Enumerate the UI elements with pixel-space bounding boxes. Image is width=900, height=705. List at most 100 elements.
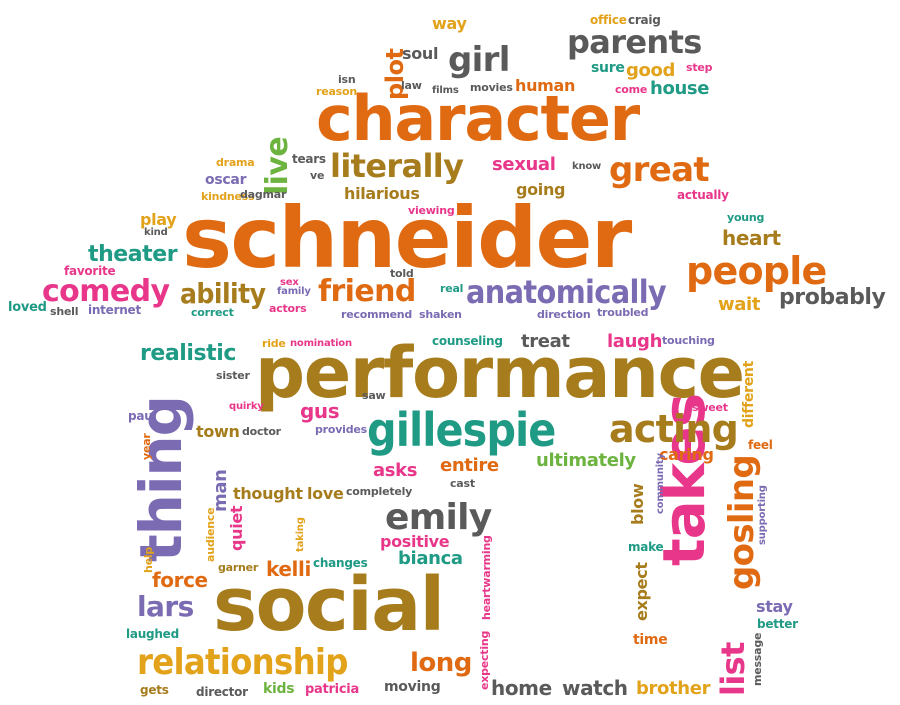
- word-tears: tears: [292, 152, 326, 166]
- word-stay: stay: [756, 597, 793, 616]
- word-kindness: kindness: [201, 190, 255, 203]
- word-sister: sister: [216, 369, 250, 382]
- word-anatomically: anatomically: [466, 273, 667, 311]
- word-way: way: [432, 14, 467, 33]
- word-craig: craig: [628, 13, 661, 27]
- word-films: films: [432, 85, 459, 96]
- word-expecting: expecting: [478, 630, 491, 690]
- word-changes: changes: [313, 556, 368, 570]
- word-hilarious: hilarious: [344, 184, 420, 203]
- word-director: director: [196, 685, 248, 699]
- word-kind: kind: [144, 227, 168, 238]
- word-audience: audience: [204, 507, 217, 562]
- word-thought: thought: [233, 484, 303, 503]
- word-office: office: [590, 13, 627, 27]
- word-going: going: [516, 180, 566, 199]
- word-asks: asks: [373, 460, 418, 481]
- word-friend: friend: [318, 274, 416, 309]
- word-favorite: favorite: [64, 264, 116, 278]
- word-actors: actors: [269, 302, 307, 315]
- word-realistic: realistic: [140, 341, 236, 366]
- word-sex: sex: [280, 277, 299, 288]
- word-come: come: [615, 83, 648, 96]
- word-kids: kids: [263, 681, 295, 697]
- word-sweet: sweet: [692, 401, 728, 414]
- word-treat: treat: [521, 331, 570, 352]
- word-correct: correct: [191, 306, 234, 319]
- word-sure: sure: [591, 60, 625, 76]
- word-reason: reason: [316, 85, 357, 98]
- word-human: human: [515, 76, 576, 95]
- word-shaken: shaken: [419, 308, 462, 321]
- word-ride: ride: [262, 337, 286, 350]
- word-ve: ve: [310, 169, 325, 182]
- word-quirky: quirky: [229, 401, 264, 412]
- word-taking: taking: [295, 517, 306, 552]
- word-good: good: [626, 60, 676, 81]
- word-gus: gus: [300, 399, 340, 423]
- word-caring: caring: [659, 445, 714, 464]
- word-internet: internet: [88, 303, 141, 317]
- word-live: live: [260, 136, 295, 195]
- word-probably: probably: [779, 285, 886, 310]
- word-year: year: [140, 433, 153, 460]
- word-doctor: doctor: [242, 425, 281, 438]
- word-blow: blow: [628, 483, 647, 525]
- word-actually: actually: [677, 188, 729, 202]
- word-schneider: schneider: [182, 189, 632, 287]
- word-play: play: [140, 210, 177, 229]
- word-literally: literally: [330, 147, 464, 185]
- word-isn: isn: [338, 73, 356, 86]
- word-nomination: nomination: [290, 338, 352, 349]
- word-relationship: relationship: [137, 642, 349, 683]
- word-viewing: viewing: [408, 204, 455, 217]
- word-laugh: laugh: [607, 331, 663, 352]
- word-kelli: kelli: [266, 557, 311, 581]
- word-great: great: [609, 150, 710, 190]
- word-bianca: bianca: [398, 548, 463, 569]
- word-moving: moving: [384, 679, 441, 695]
- word-oscar: oscar: [205, 172, 247, 188]
- word-gets: gets: [140, 683, 169, 697]
- word-lars: lars: [137, 590, 194, 623]
- word-step: step: [686, 61, 713, 74]
- word-law: law: [401, 79, 422, 92]
- word-sexual: sexual: [492, 154, 556, 175]
- word-provides: provides: [315, 423, 367, 436]
- word-entire: entire: [440, 455, 499, 476]
- word-feel: feel: [748, 438, 773, 452]
- word-character: character: [316, 82, 640, 155]
- word-expect: expect: [632, 562, 651, 621]
- word-drama: drama: [216, 156, 255, 169]
- word-gillespie: gillespie: [367, 403, 556, 457]
- word-touching: touching: [662, 334, 715, 347]
- word-house: house: [650, 78, 710, 99]
- word-help: help: [142, 546, 155, 573]
- word-long: long: [410, 648, 472, 678]
- word-acting: acting: [609, 407, 739, 451]
- word-force: force: [152, 568, 208, 592]
- word-ultimately: ultimately: [536, 450, 636, 471]
- word-heartwarming: heartwarming: [480, 535, 493, 620]
- word-cast: cast: [450, 477, 475, 490]
- word-brother: brother: [636, 678, 711, 699]
- word-supporting: supporting: [757, 485, 768, 545]
- word-time: time: [633, 632, 668, 648]
- word-theater: theater: [88, 242, 178, 267]
- word-dagmar: dagmar: [240, 188, 287, 201]
- word-quiet: quiet: [227, 505, 246, 551]
- word-recommend: recommend: [341, 308, 413, 321]
- word-different: different: [741, 360, 757, 428]
- word-love: love: [307, 484, 344, 503]
- word-social: social: [213, 562, 445, 648]
- word-shell: shell: [50, 305, 79, 318]
- word-direction: direction: [537, 308, 591, 321]
- word-gosling: gosling: [722, 454, 762, 590]
- word-girl: girl: [448, 40, 510, 80]
- word-young: young: [727, 211, 765, 224]
- word-loved: loved: [8, 300, 47, 315]
- word-parents: parents: [567, 23, 702, 61]
- word-paul: paul: [128, 409, 157, 423]
- word-community: community: [655, 453, 666, 514]
